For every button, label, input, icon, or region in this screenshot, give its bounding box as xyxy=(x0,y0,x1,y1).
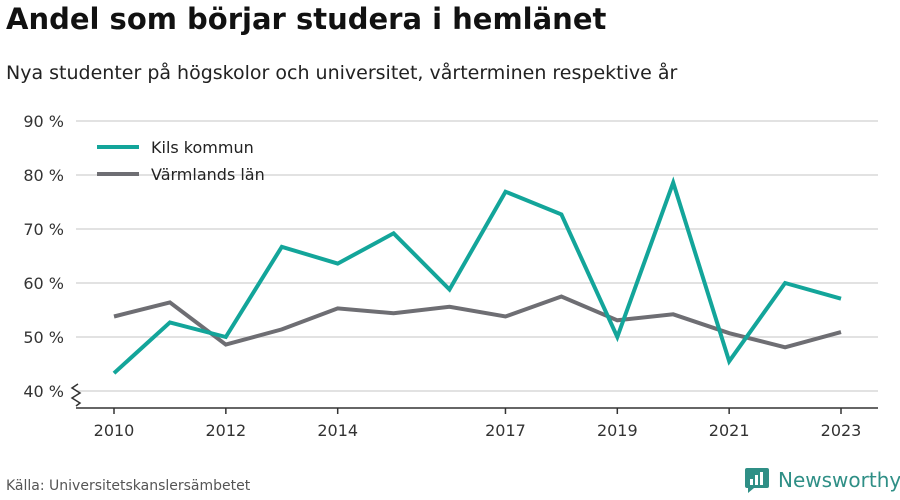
legend-label: Värmlands län xyxy=(151,165,265,184)
chart-subtitle: Nya studenter på högskolor och universit… xyxy=(6,62,678,84)
y-tick-label: 90 % xyxy=(23,112,64,131)
brand-name: Newsworthy xyxy=(778,468,900,492)
x-tick-label: 2017 xyxy=(485,421,526,440)
legend-label: Kils kommun xyxy=(151,138,254,157)
newsworthy-logo-icon xyxy=(745,468,769,493)
y-tick-label: 40 % xyxy=(23,382,64,401)
x-axis: 2010 2012 2014 2017 2019 2021 2023 xyxy=(76,407,878,440)
y-tick-label: 50 % xyxy=(23,328,64,347)
x-tick-label: 2010 xyxy=(94,421,135,440)
axis-break-icon xyxy=(70,383,82,407)
series-lines xyxy=(112,176,842,375)
x-tick-label: 2021 xyxy=(709,421,750,440)
x-tick-label: 2012 xyxy=(205,421,246,440)
grid-lines xyxy=(76,120,878,392)
line-chart: 40 %50 %60 %70 %80 %90 % 2010 2012 2014 201… xyxy=(23,112,878,440)
source-note: Källa: Universitetskanslersämbetet xyxy=(6,478,251,494)
y-tick-label: 60 % xyxy=(23,274,64,293)
y-axis: 40 % 50 % 60 % 70 % 80 % 90 % xyxy=(23,112,82,407)
x-tick-label: 2019 xyxy=(597,421,638,440)
series-line xyxy=(113,294,842,350)
legend: Kils kommun Värmlands län xyxy=(97,138,265,184)
brand-logo: Newsworthy xyxy=(744,466,900,494)
y-tick-label: 70 % xyxy=(23,220,64,239)
x-tick-label: 2014 xyxy=(317,421,358,440)
y-tick-label: 80 % xyxy=(23,166,64,185)
chart-title: Andel som börjar studera i hemlänet xyxy=(6,2,607,36)
x-tick-label: 2023 xyxy=(821,421,862,440)
series-line xyxy=(112,176,842,375)
